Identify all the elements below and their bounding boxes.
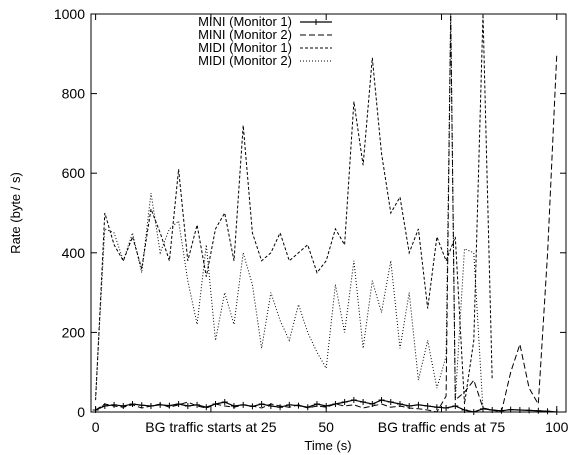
legend-label: MINI (Monitor 2) bbox=[198, 27, 292, 42]
series-point bbox=[526, 407, 533, 414]
series-point bbox=[369, 401, 376, 408]
series-line-4 bbox=[95, 14, 484, 411]
series-point bbox=[378, 397, 385, 404]
legend-label: MIDI (Monitor 2) bbox=[198, 53, 292, 68]
series-point bbox=[277, 404, 284, 411]
series-point bbox=[120, 403, 127, 410]
series-point bbox=[184, 403, 191, 410]
series-point bbox=[138, 402, 145, 409]
series-point bbox=[129, 401, 136, 408]
y-axis-ticks: 0 200 400 600 800 1000 bbox=[54, 6, 566, 420]
legend: MINI (Monitor 1)MINI (Monitor 2)MIDI (Mo… bbox=[198, 14, 332, 68]
series-point bbox=[387, 399, 394, 406]
y-tick-label: 800 bbox=[62, 86, 86, 102]
series-point bbox=[553, 409, 560, 415]
series-point bbox=[332, 401, 339, 408]
series-point bbox=[544, 408, 551, 415]
series-point bbox=[175, 401, 182, 408]
y-tick-label: 200 bbox=[62, 324, 86, 340]
series-point bbox=[341, 399, 348, 406]
x-tick-label: 50 bbox=[318, 419, 334, 435]
series-line-2 bbox=[95, 14, 558, 412]
y-tick-label: 400 bbox=[62, 245, 86, 261]
series-point bbox=[507, 406, 514, 413]
series-line-3 bbox=[95, 14, 493, 405]
series-point bbox=[350, 397, 357, 404]
legend-label: MIDI (Monitor 1) bbox=[198, 40, 292, 55]
series-point bbox=[424, 403, 431, 410]
series-point bbox=[516, 407, 523, 414]
series-point bbox=[166, 402, 173, 409]
series-point bbox=[111, 401, 118, 408]
series-point bbox=[230, 403, 237, 410]
plot-frame bbox=[90, 13, 567, 413]
legend-marker bbox=[313, 19, 319, 25]
y-axis-label: Rate (byte / s) bbox=[8, 172, 23, 254]
series-point bbox=[443, 405, 450, 412]
x-axis-label: Time (s) bbox=[304, 438, 351, 453]
x-annotation-label: BG traffic ends at 75 bbox=[378, 419, 506, 435]
series-layer bbox=[92, 14, 560, 415]
series-point bbox=[415, 401, 422, 408]
series-point bbox=[452, 403, 459, 410]
series-point bbox=[470, 409, 477, 415]
series-point bbox=[535, 407, 542, 414]
x-tick-label: 100 bbox=[545, 419, 569, 435]
series-point bbox=[461, 407, 468, 414]
series-point bbox=[221, 399, 228, 406]
series-point bbox=[360, 399, 367, 406]
legend-label: MINI (Monitor 1) bbox=[198, 14, 292, 29]
y-tick-label: 1000 bbox=[54, 6, 85, 22]
series-point bbox=[258, 401, 265, 408]
y-tick-label: 600 bbox=[62, 165, 86, 181]
x-axis-ticks: 0 50 100 BG traffic starts at 25 BG traffic … bbox=[92, 14, 569, 435]
y-tick-label: 0 bbox=[77, 404, 85, 420]
x-tick-label: 0 bbox=[92, 419, 100, 435]
series-point bbox=[433, 404, 440, 411]
x-annotation-label: BG traffic starts at 25 bbox=[145, 419, 276, 435]
series-point bbox=[323, 403, 330, 410]
